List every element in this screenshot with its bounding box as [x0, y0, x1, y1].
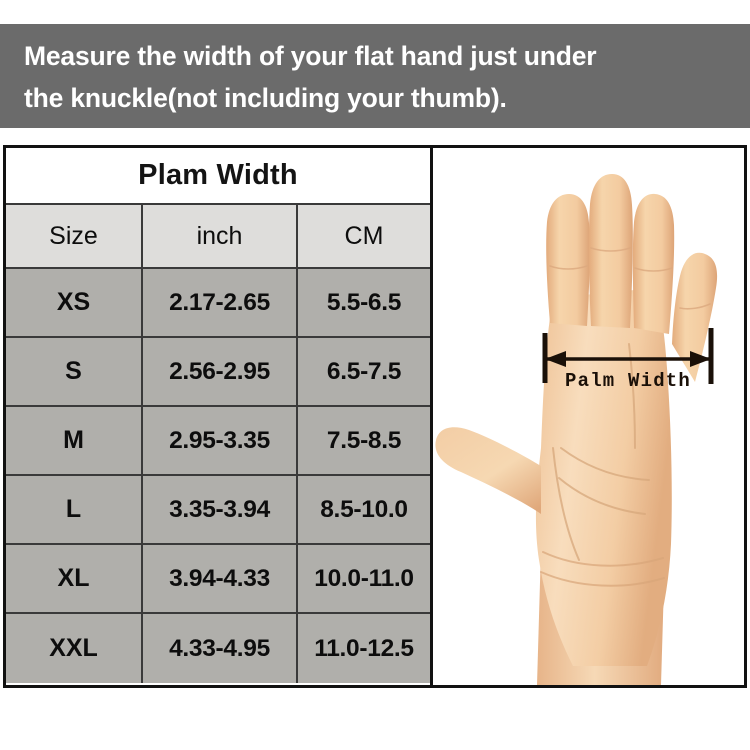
cell-size: XS: [6, 269, 143, 336]
cell-inch: 3.94-4.33: [143, 545, 298, 612]
cell-inch: 2.95-3.35: [143, 407, 298, 474]
hand-diagram: Palm Width: [433, 148, 744, 685]
hand-illustration: Palm Width: [433, 148, 744, 685]
table-header-row: Size inch CM: [6, 205, 430, 269]
size-table: Plam Width Size inch CM XS 2.17-2.65 5.5…: [6, 148, 433, 685]
cell-inch: 4.33-4.95: [143, 614, 298, 683]
table-row: L 3.35-3.94 8.5-10.0: [6, 476, 430, 545]
table-title: Plam Width: [138, 159, 298, 191]
wrist-crease-lines: [540, 551, 665, 587]
column-header-inch: inch: [143, 205, 298, 267]
pinky-finger: [672, 252, 718, 382]
instruction-line-2: the knuckle(not including your thumb).: [24, 83, 507, 113]
measure-label: Palm Width: [565, 370, 691, 392]
cell-size: XL: [6, 545, 143, 612]
thumb: [435, 427, 541, 514]
cell-size: L: [6, 476, 143, 543]
cell-size: XXL: [6, 614, 143, 683]
cell-size: M: [6, 407, 143, 474]
table-row: M 2.95-3.35 7.5-8.5: [6, 407, 430, 476]
cell-inch: 2.56-2.95: [143, 338, 298, 405]
cell-cm: 10.0-11.0: [314, 564, 414, 592]
ring-finger: [632, 193, 675, 334]
measure-arrowhead-right: [690, 351, 711, 367]
table-row: XL 3.94-4.33 10.0-11.0: [6, 545, 430, 614]
size-chart-content: Plam Width Size inch CM XS 2.17-2.65 5.5…: [3, 145, 747, 688]
cell-cm: 6.5-7.5: [326, 357, 402, 385]
cell-cm: 5.5-6.5: [326, 288, 402, 316]
palm-crease-lines: [552, 343, 650, 561]
cell-cm: 7.5-8.5: [326, 426, 402, 454]
finger-crease-lines: [549, 247, 711, 310]
index-finger: [546, 194, 590, 326]
table-row: XXL 4.33-4.95 11.0-12.5: [6, 614, 430, 683]
measure-arrowhead-left: [545, 351, 566, 367]
cell-inch: 3.35-3.94: [143, 476, 298, 543]
cell-inch: 2.17-2.65: [143, 269, 298, 336]
palm-width-annotation: Palm Width: [542, 328, 714, 392]
table-row: S 2.56-2.95 6.5-7.5: [6, 338, 430, 407]
table-title-row: Plam Width: [6, 148, 430, 205]
cell-cm: 11.0-12.5: [314, 634, 414, 662]
cell-size: S: [6, 338, 143, 405]
table-row: XS 2.17-2.65 5.5-6.5: [6, 269, 430, 338]
palm-shape: [535, 288, 672, 666]
cell-cm: 8.5-10.0: [320, 495, 408, 523]
instruction-banner: Measure the width of your flat hand just…: [0, 24, 750, 128]
instruction-line-1: Measure the width of your flat hand just…: [24, 41, 597, 71]
column-header-cm: CM: [344, 221, 384, 250]
column-header-size: Size: [6, 205, 143, 267]
